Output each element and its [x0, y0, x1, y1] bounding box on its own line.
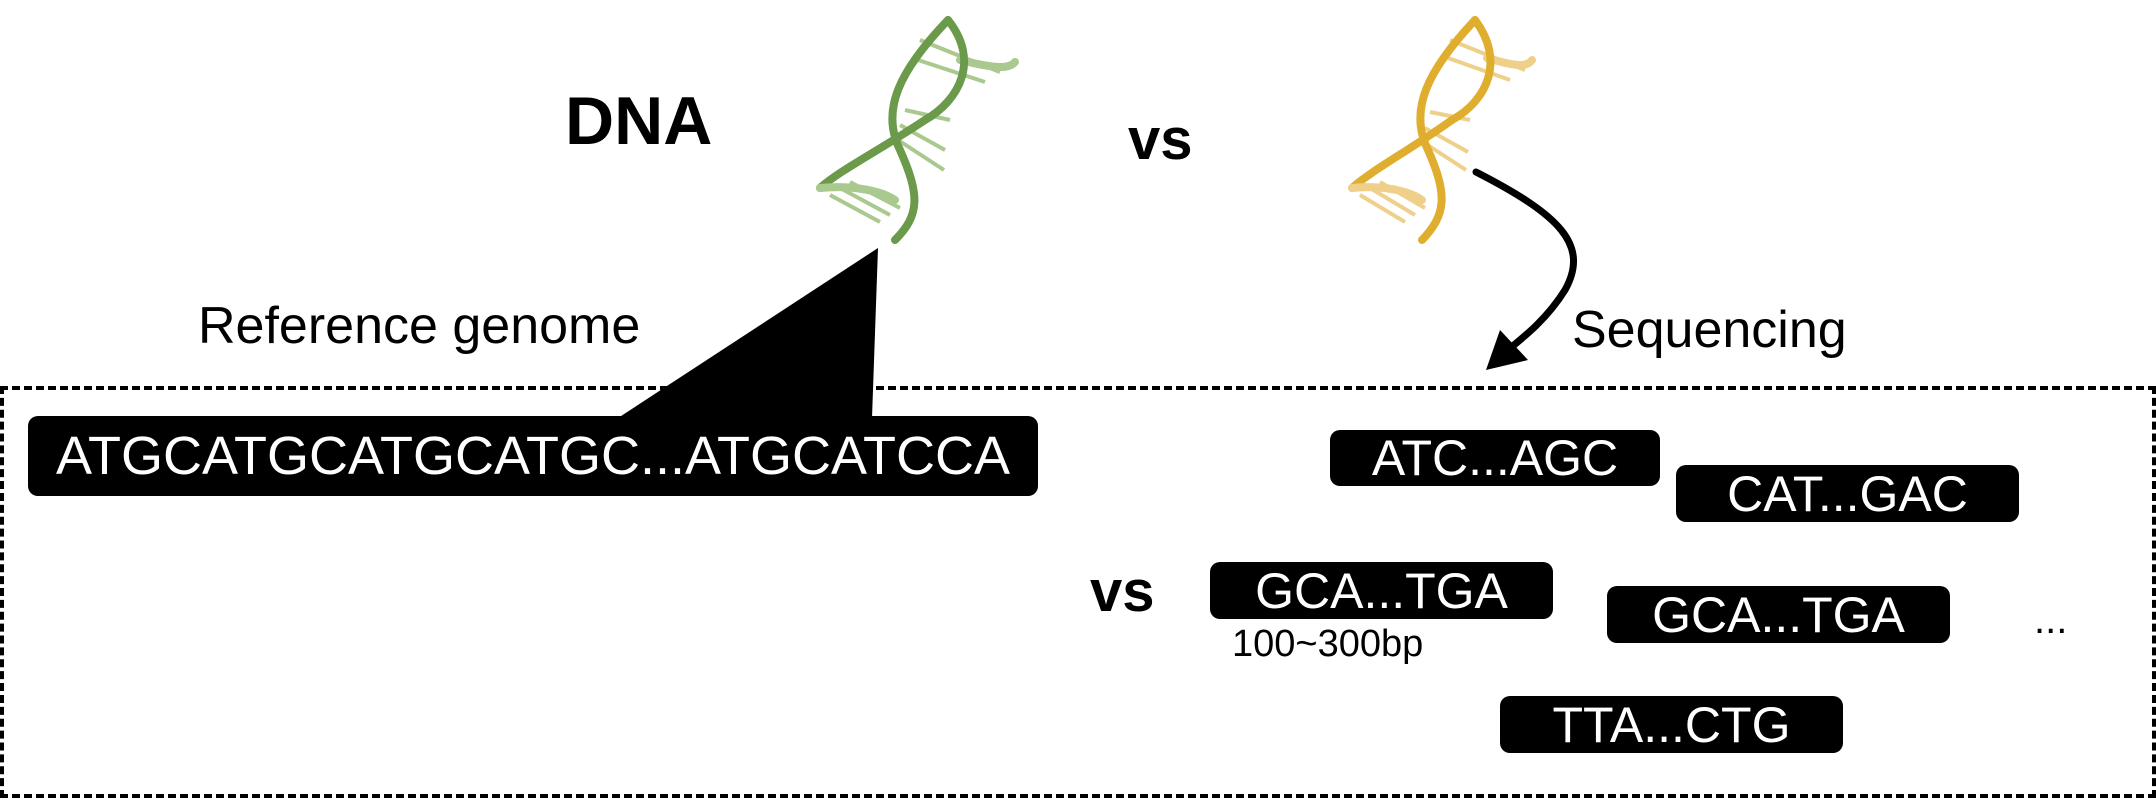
read-4: GCA...TGA	[1607, 586, 1950, 643]
reference-sequence: ATGCATGCATGCATGC...ATGCATCCA	[28, 416, 1038, 496]
reads-region-box	[0, 386, 2156, 798]
curved-arrow-icon	[1472, 168, 1577, 362]
read-1-text: ATC...AGC	[1371, 430, 1619, 486]
sequencing-label: Sequencing	[1572, 301, 1847, 359]
dna-helix-green-icon	[816, 16, 1019, 244]
read-length-note: 100~300bp	[1232, 623, 1424, 665]
vs-middle: vs	[1090, 559, 1155, 624]
dna-helix-yellow-icon	[1348, 16, 1536, 244]
zoom-wedge	[618, 248, 878, 418]
read-1: ATC...AGC	[1330, 430, 1660, 486]
arrow-head	[1486, 330, 1528, 370]
dna-title: DNA	[565, 83, 713, 159]
read-4-text: GCA...TGA	[1652, 586, 1905, 643]
reference-genome-label: Reference genome	[198, 297, 641, 355]
read-5: TTA...CTG	[1500, 696, 1843, 753]
more-reads-ellipsis: ...	[2034, 598, 2068, 642]
reference-sequence-text: ATGCATGCATGCATGC...ATGCATCCA	[56, 426, 1010, 486]
read-2: CAT...GAC	[1676, 465, 2019, 522]
vs-top: vs	[1128, 107, 1193, 172]
read-3: GCA...TGA	[1210, 562, 1553, 619]
read-5-text: TTA...CTG	[1552, 696, 1791, 753]
read-3-text: GCA...TGA	[1255, 562, 1508, 619]
read-2-text: CAT...GAC	[1727, 465, 1968, 522]
